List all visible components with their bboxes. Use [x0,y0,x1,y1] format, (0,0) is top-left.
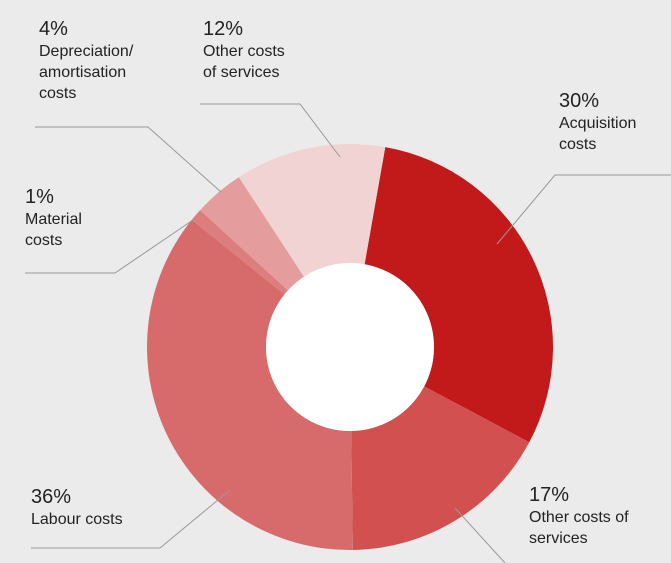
slice-acquisition [364,147,553,443]
leader-line-other-costs-top [200,103,341,158]
slice-other-costs [238,144,386,277]
slice-material [191,210,288,295]
leader-line-labour [31,489,231,549]
slice-labour [147,219,353,550]
slice-percent-label: 12% [203,18,244,40]
slice-percent-label: 17% [529,484,570,506]
donut-hole [266,263,434,431]
slice-category-label: Other costs of services [529,509,629,547]
slice-depreciation [200,177,305,291]
slice-other-costs-services [351,386,530,550]
leader-line-acquisition [496,174,671,245]
callout-acquisition: 30% Acquisition costs [559,89,636,155]
slice-percent-label: 1% [25,186,54,208]
callout-depreciation: 4% Depreciation/ amortisation costs [39,17,133,104]
slice-category-label: Acquisition costs [559,115,637,153]
slice-category-label: Other costs of services [203,43,285,81]
callout-labour: 36% Labour costs [31,485,123,530]
slice-category-label: Labour costs [31,511,123,528]
leader-line-material [25,219,194,274]
callout-material: 1% Material costs [25,185,82,251]
slice-category-label: Depreciation/ amortisation costs [39,43,134,102]
slice-category-label: Material costs [25,211,82,249]
slice-percent-label: 4% [39,18,68,40]
leader-line-other-costs-bottom [454,507,506,563]
callout-other-costs-top: 12% Other costs of services [203,17,285,83]
callout-other-costs-bottom: 17% Other costs of services [529,483,629,549]
slice-percent-label: 36% [31,486,72,508]
leader-line-depreciation [35,126,222,193]
slice-percent-label: 30% [559,90,600,112]
